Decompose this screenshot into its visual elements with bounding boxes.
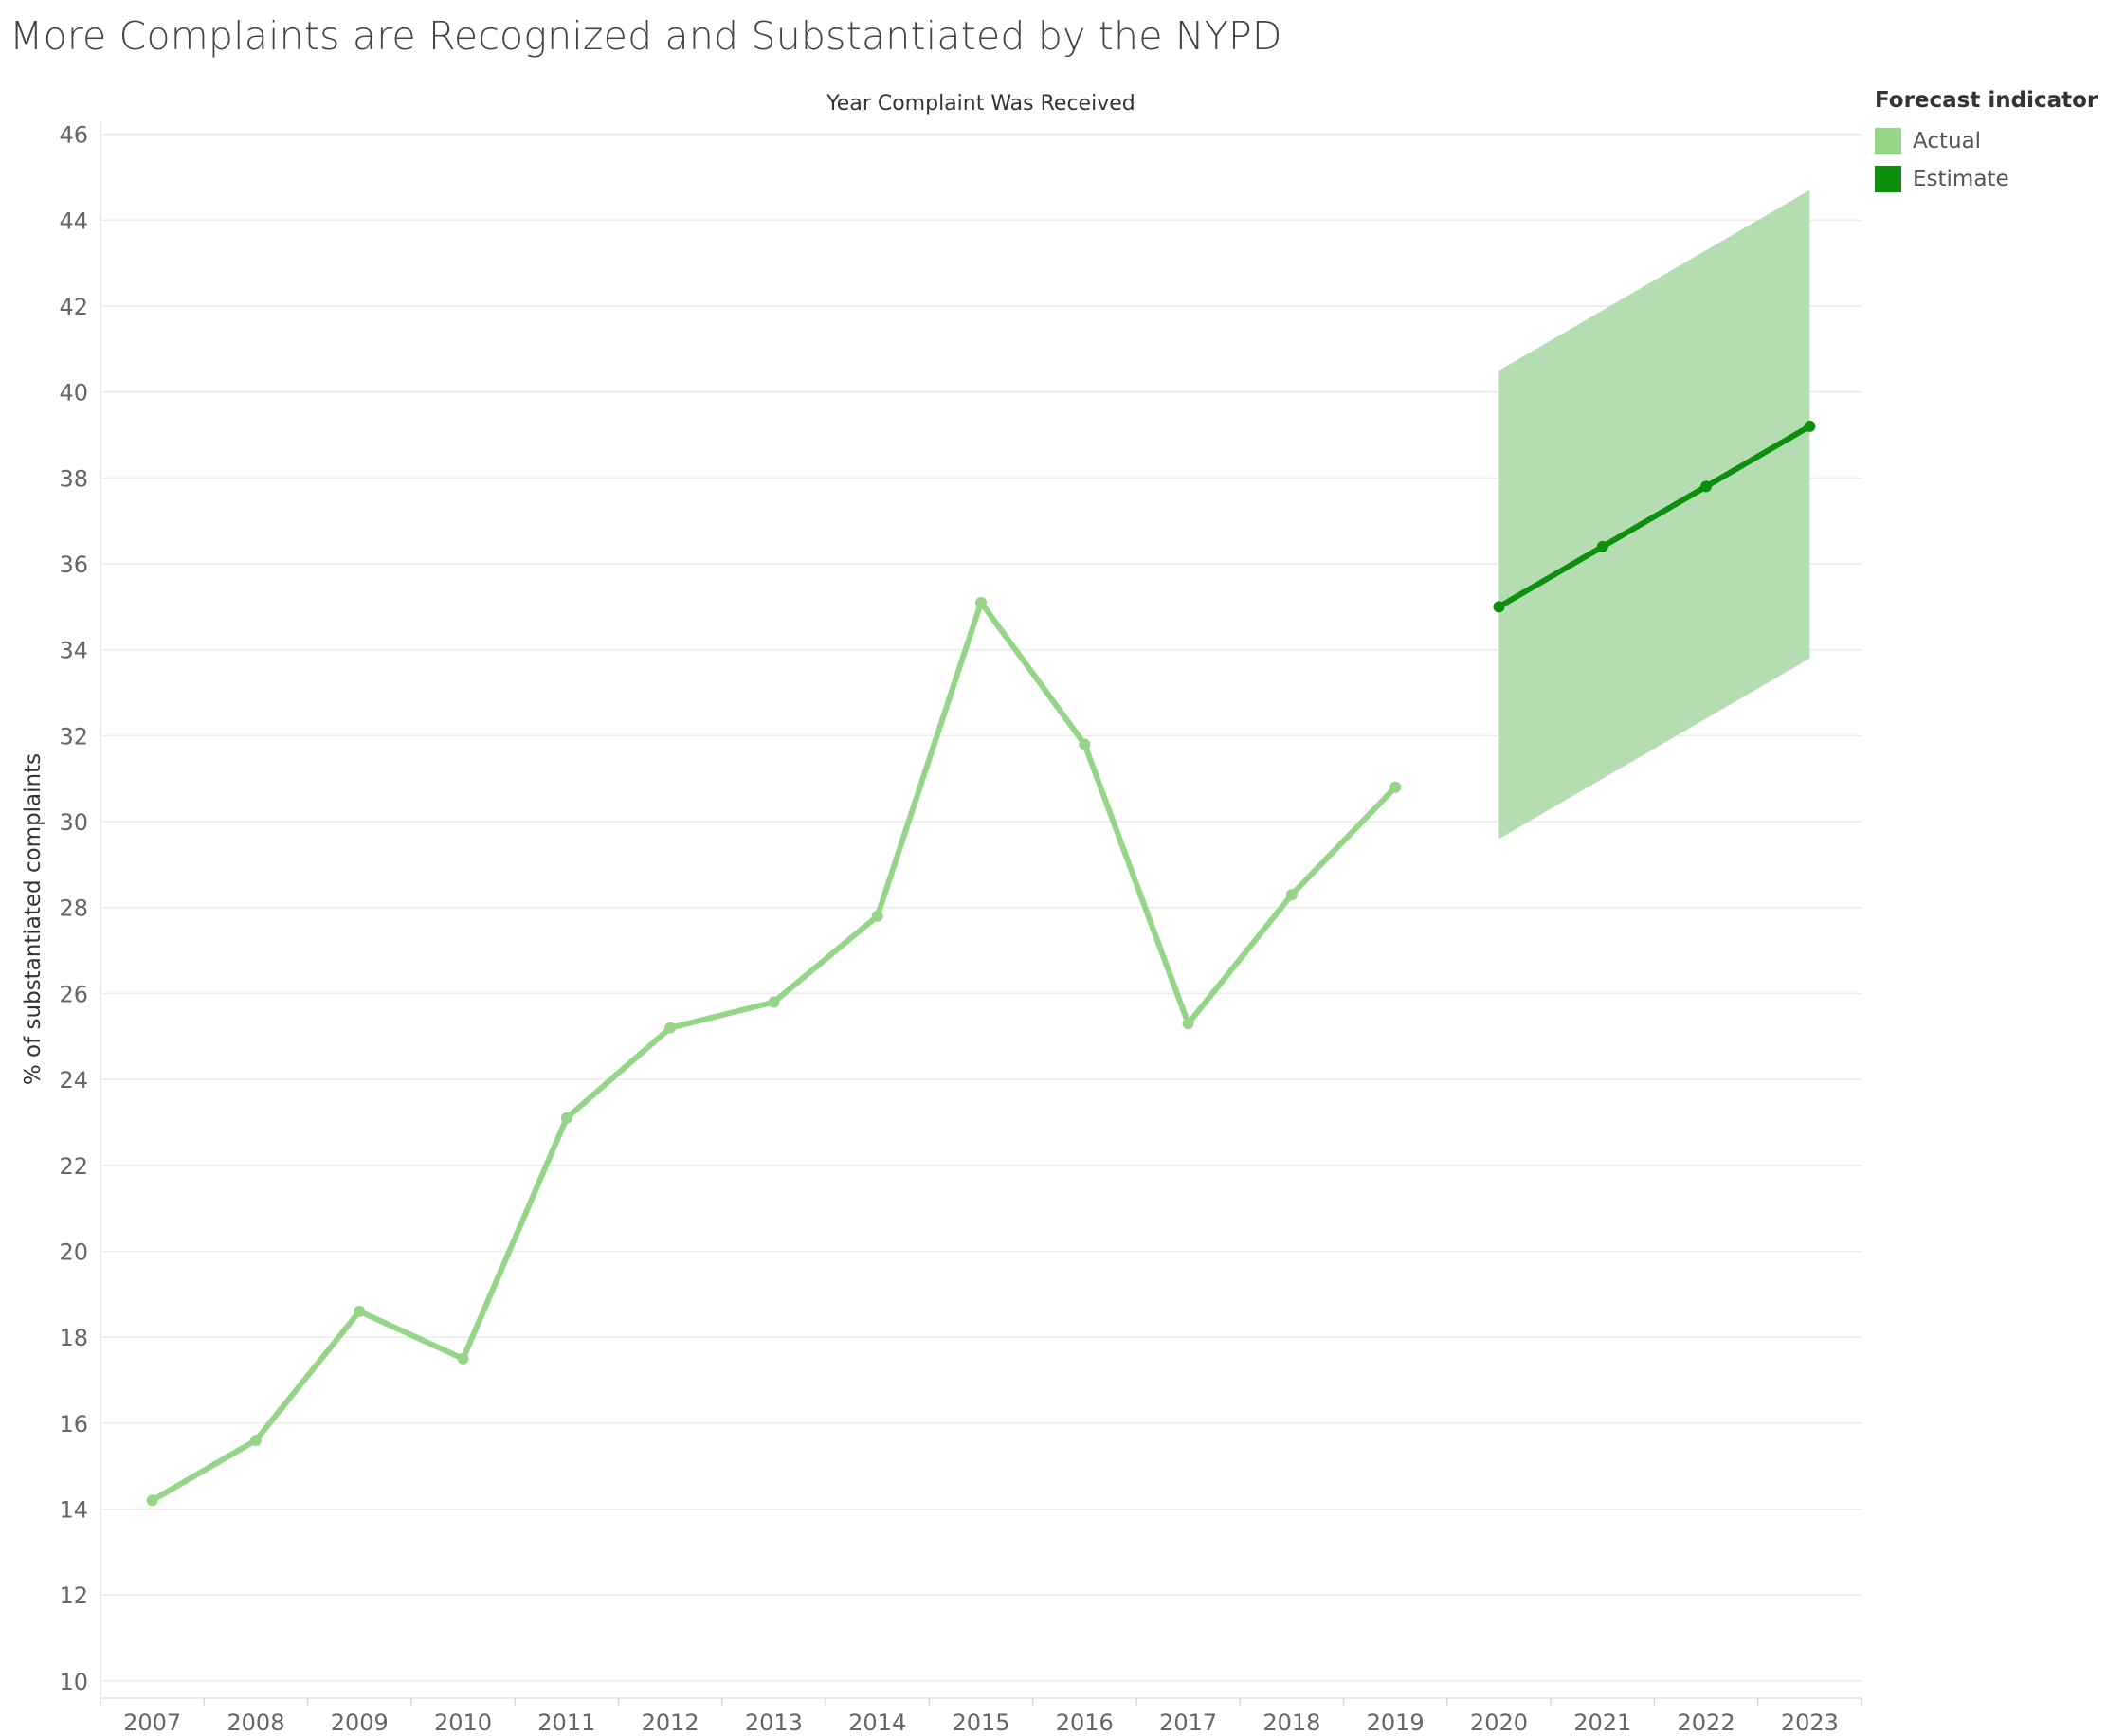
x-tick-label: 2011 bbox=[537, 1709, 595, 1736]
y-tick-label: 12 bbox=[59, 1582, 88, 1609]
y-tick-label: 32 bbox=[59, 723, 88, 750]
gridlines bbox=[100, 133, 1862, 1682]
x-tick-label: 2018 bbox=[1262, 1709, 1320, 1736]
legend: Forecast indicator Actual Estimate bbox=[1875, 88, 2098, 198]
y-tick-label: 36 bbox=[59, 552, 88, 578]
y-tick-label: 28 bbox=[59, 895, 88, 922]
data-point-actual bbox=[249, 1434, 262, 1446]
legend-swatch-estimate bbox=[1875, 166, 1901, 192]
data-point-actual bbox=[1285, 889, 1298, 901]
x-tick-label: 2017 bbox=[1159, 1709, 1217, 1736]
y-tick-label: 16 bbox=[59, 1411, 88, 1438]
y-tick-label: 20 bbox=[59, 1239, 88, 1265]
legend-item-estimate[interactable]: Estimate bbox=[1875, 160, 2098, 198]
data-point-estimate bbox=[1493, 601, 1505, 613]
data-point-actual bbox=[768, 996, 780, 1008]
series-points bbox=[146, 420, 1816, 1507]
y-tick-label: 46 bbox=[59, 122, 88, 149]
data-point-estimate bbox=[1700, 480, 1713, 493]
x-tick-label: 2013 bbox=[745, 1709, 803, 1736]
data-point-actual bbox=[560, 1112, 572, 1124]
y-tick-label: 30 bbox=[59, 809, 88, 836]
legend-swatch-actual bbox=[1875, 128, 1901, 154]
data-point-actual bbox=[354, 1305, 366, 1317]
y-tick-label: 42 bbox=[59, 294, 88, 320]
y-tick-label: 18 bbox=[59, 1325, 88, 1351]
x-tick-label: 2015 bbox=[952, 1709, 1009, 1736]
x-tick-label: 2014 bbox=[848, 1709, 906, 1736]
data-point-actual bbox=[664, 1022, 677, 1034]
data-point-actual bbox=[146, 1494, 158, 1507]
legend-label-estimate: Estimate bbox=[1913, 167, 2009, 191]
y-tick-label: 44 bbox=[59, 208, 88, 234]
data-point-actual bbox=[1079, 738, 1091, 750]
data-point-actual bbox=[975, 596, 987, 608]
x-tick-label: 2010 bbox=[434, 1709, 492, 1736]
y-axis-title: % of substantiated complaints bbox=[21, 753, 45, 1085]
y-tick-label: 24 bbox=[59, 1067, 88, 1094]
x-tick-label: 2022 bbox=[1678, 1709, 1735, 1736]
y-tick-label: 26 bbox=[59, 981, 88, 1007]
x-tick-label: 2008 bbox=[227, 1709, 284, 1736]
data-point-actual bbox=[1182, 1018, 1194, 1030]
legend-label-actual: Actual bbox=[1913, 129, 1982, 154]
y-tick-label: 38 bbox=[59, 465, 88, 492]
x-tick-label: 2021 bbox=[1573, 1709, 1631, 1736]
y-tick-label: 10 bbox=[59, 1669, 88, 1695]
x-tick-label: 2020 bbox=[1470, 1709, 1528, 1736]
legend-title: Forecast indicator bbox=[1875, 88, 2098, 113]
data-point-estimate bbox=[1596, 540, 1608, 552]
x-tick-label: 2023 bbox=[1781, 1709, 1839, 1736]
y-tick-label: 22 bbox=[59, 1153, 88, 1180]
axes: 1012141618202224262830323436384042444620… bbox=[59, 121, 1862, 1736]
x-tick-label: 2009 bbox=[331, 1709, 389, 1736]
data-point-actual bbox=[1389, 781, 1402, 793]
legend-item-actual[interactable]: Actual bbox=[1875, 122, 2098, 160]
x-tick-label: 2016 bbox=[1056, 1709, 1114, 1736]
y-tick-label: 14 bbox=[59, 1497, 88, 1524]
series-line-actual bbox=[149, 599, 1399, 1504]
data-point-actual bbox=[457, 1352, 469, 1365]
y-tick-label: 40 bbox=[59, 380, 88, 407]
chart-title: More Complaints are Recognized and Subst… bbox=[9, 13, 1282, 59]
y-tick-label: 34 bbox=[59, 638, 88, 664]
data-point-estimate bbox=[1804, 420, 1816, 432]
x-axis-title: Year Complaint Was Received bbox=[826, 92, 1135, 116]
x-tick-label: 2007 bbox=[123, 1709, 181, 1736]
x-tick-label: 2019 bbox=[1367, 1709, 1425, 1736]
data-point-actual bbox=[871, 910, 883, 922]
x-tick-label: 2012 bbox=[642, 1709, 699, 1736]
series-line-estimate bbox=[1496, 423, 1813, 610]
